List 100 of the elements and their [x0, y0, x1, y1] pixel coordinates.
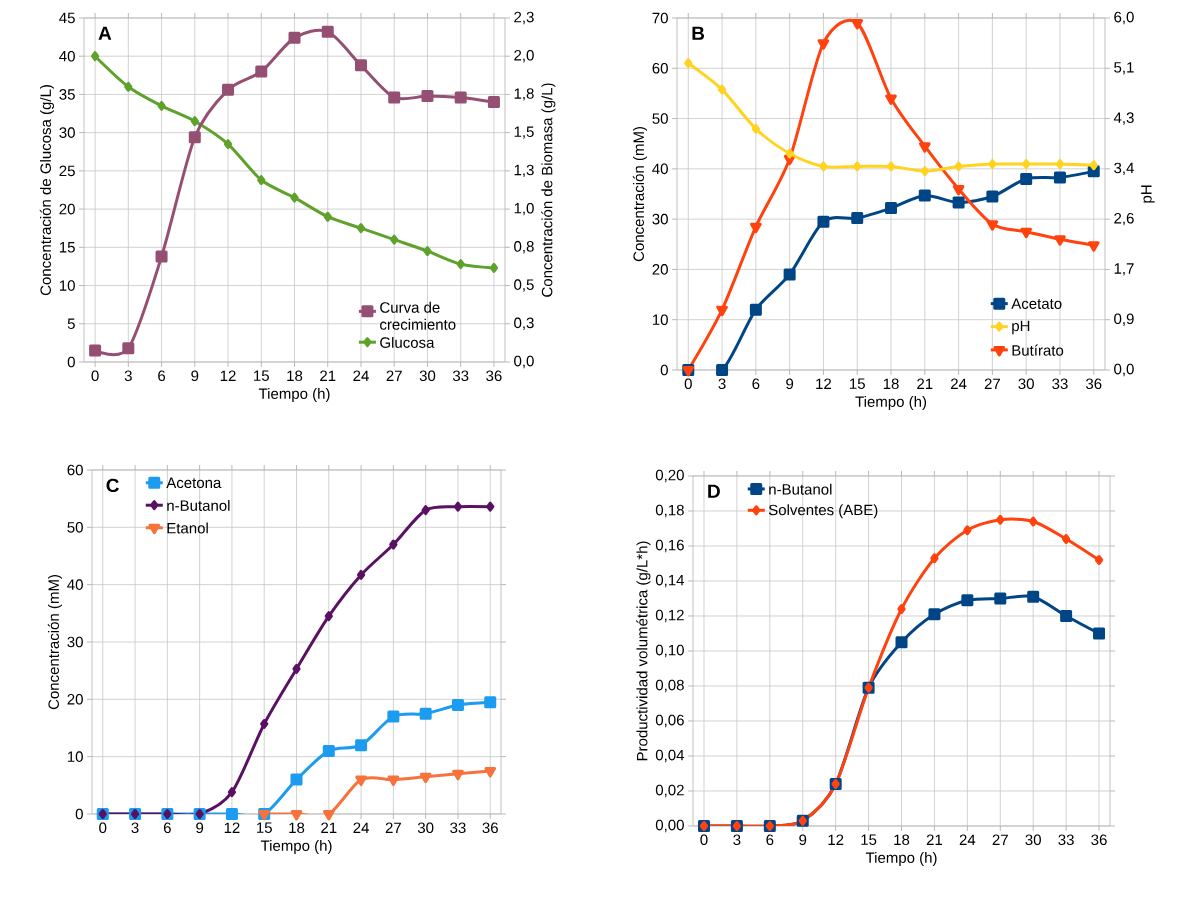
x-tick-label: 9 [191, 370, 199, 382]
y-tick-label: 0,08 [655, 679, 684, 693]
y-tick-label: 0 [75, 808, 83, 820]
x-tick-label: 21 [917, 378, 933, 389]
x-axis-title: Tiempo (h) [855, 395, 927, 410]
y-tick-label: 60 [67, 464, 83, 476]
x-axis-title: Tiempo (h) [260, 839, 332, 854]
x-tick-label: 0 [91, 370, 99, 382]
y2-tick-label: 2,0 [514, 50, 534, 63]
x-tick-label: 18 [287, 370, 303, 382]
y-axis-title: Concentración (mM) [47, 575, 62, 710]
x-tick-label: 15 [257, 822, 272, 833]
y-tick-label: 10 [59, 280, 75, 291]
x-tick-label: 18 [289, 822, 305, 834]
x-tick-label: 3 [718, 378, 726, 390]
y-tick-label: 50 [67, 522, 83, 533]
y-tick-label: 0,18 [655, 504, 684, 518]
x-tick-label: 9 [799, 834, 807, 846]
x-tick-label: 15 [861, 834, 877, 845]
y2-tick-label: 2,3 [514, 11, 534, 25]
x-tick-label: 30 [1018, 378, 1034, 390]
y-tick-label: 10 [67, 751, 83, 762]
x-tick-label: 0 [700, 834, 708, 846]
legend-label: Etanol [167, 522, 208, 534]
x-tick-label: 27 [992, 834, 1008, 845]
x-tick-label: 24 [353, 822, 369, 833]
x-tick-label: 24 [353, 370, 369, 381]
x-tick-label: 33 [1058, 834, 1074, 846]
legend-label: Acetona [166, 477, 222, 489]
x-tick-label: 9 [786, 378, 794, 390]
x-tick-label: 33 [450, 822, 466, 834]
y-tick-label: 20 [59, 203, 75, 215]
legend-label: n-Butanol [769, 483, 832, 495]
y2-tick-label: 0,0 [1114, 363, 1134, 377]
x-tick-label: 36 [1091, 834, 1107, 846]
y2-tick-label: 0,3 [514, 317, 534, 330]
x-tick-label: 3 [733, 834, 741, 846]
y-axis-title: Concentración (mM) [632, 127, 647, 262]
y-tick-label: 15 [59, 242, 75, 253]
x-tick-label: 36 [1085, 378, 1102, 390]
x-tick-label: 9 [196, 822, 204, 834]
x-tick-label: 18 [883, 378, 899, 390]
y-tick-label: 20 [67, 694, 83, 705]
x-tick-label: 3 [124, 370, 132, 382]
x-tick-label: 24 [959, 834, 976, 845]
x-tick-label: 30 [417, 822, 434, 834]
y2-tick-label: 1,0 [514, 202, 534, 216]
x-tick-label: 27 [386, 370, 402, 381]
x-tick-label: 12 [220, 370, 236, 381]
y2-tick-label: 0,8 [514, 241, 534, 254]
annotation: D [708, 484, 720, 498]
y2-tick-label: 1,8 [514, 88, 534, 101]
y2-tick-label: 1,7 [1114, 263, 1134, 276]
y-tick-label: 30 [652, 213, 668, 225]
x-tick-label: 27 [984, 378, 1000, 389]
x-tick-label: 30 [419, 370, 436, 382]
x-tick-label: 36 [486, 370, 502, 382]
legend-label: n-Butanol [167, 499, 230, 511]
y-tick-label: 50 [652, 113, 668, 124]
y2-tick-label: 0,5 [514, 279, 534, 292]
y-tick-label: 0,04 [655, 749, 685, 763]
y-tick-label: 40 [652, 163, 668, 175]
x-tick-label: 36 [482, 822, 498, 834]
x-tick-label: 3 [131, 822, 139, 834]
y-tick-label: 5 [67, 318, 75, 329]
annotation: A [98, 26, 112, 40]
x-tick-label: 0 [99, 822, 107, 834]
x-tick-label: 24 [951, 378, 967, 389]
y2-axis-title: pH [1141, 185, 1155, 203]
y-tick-label: 0,12 [655, 609, 684, 623]
x-tick-label: 33 [1052, 378, 1068, 390]
y2-tick-label: 1,3 [514, 164, 534, 178]
x-tick-label: 12 [828, 834, 844, 845]
legend-label: Solventes (ABE) [768, 504, 878, 519]
y-tick-label: 0,06 [655, 714, 684, 728]
annotation: B [692, 26, 705, 40]
y-tick-label: 45 [59, 12, 75, 24]
x-tick-label: 27 [385, 822, 401, 833]
y-tick-label: 70 [652, 12, 668, 24]
x-tick-label: 21 [926, 834, 943, 845]
legend-label: Glucosa [380, 336, 435, 348]
x-tick-label: 12 [224, 822, 240, 833]
legend-label: pH [1012, 320, 1030, 335]
x-tick-label: 30 [1025, 834, 1041, 846]
x-tick-label: 12 [816, 378, 832, 389]
y2-tick-label: 1,5 [514, 126, 534, 139]
y2-tick-label: 0,9 [1114, 313, 1134, 326]
y-tick-label: 35 [59, 89, 75, 100]
y-tick-label: 0,14 [655, 574, 685, 588]
x-tick-label: 6 [158, 370, 166, 382]
legend-label: Curva de crecimiento [380, 301, 456, 330]
y-tick-label: 25 [59, 165, 75, 177]
y-tick-label: 0,16 [655, 539, 684, 553]
y-tick-label: 0,02 [655, 784, 684, 798]
annotation: C [106, 478, 119, 493]
x-tick-label: 15 [850, 378, 865, 389]
legend-label: Acetato [1011, 298, 1062, 309]
y-axis-title: Productividad volumétrica (g/L*h) [636, 541, 651, 761]
y2-tick-label: 6,0 [1114, 11, 1134, 25]
y2-tick-label: 3,4 [1114, 162, 1134, 176]
